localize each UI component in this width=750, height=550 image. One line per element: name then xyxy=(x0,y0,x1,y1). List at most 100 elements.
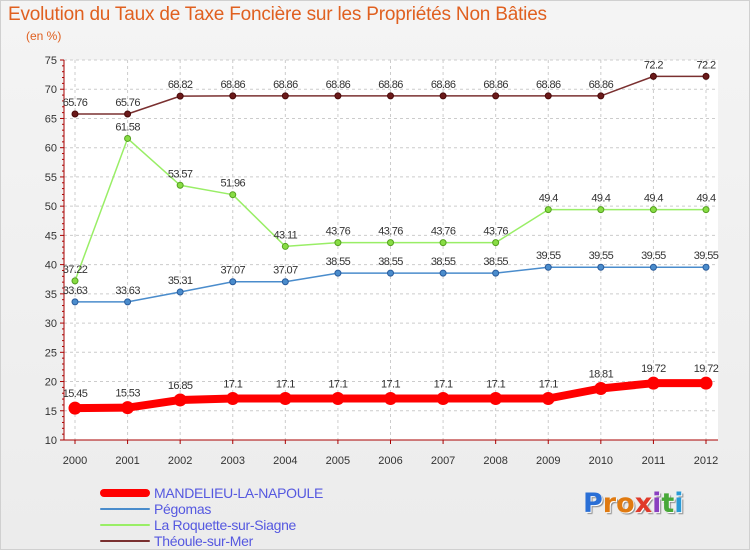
data-point xyxy=(492,92,500,100)
data-point xyxy=(229,278,237,286)
legend-swatch xyxy=(100,508,150,510)
data-point xyxy=(176,181,184,189)
chart-title: Evolution du Taux de Taxe Foncière sur l… xyxy=(8,4,547,25)
data-point xyxy=(489,391,503,405)
data-label: 38.55 xyxy=(378,256,403,268)
x-tick-label: 2008 xyxy=(483,455,507,467)
data-point xyxy=(597,263,605,271)
data-point xyxy=(68,401,82,415)
x-tick-label: 2006 xyxy=(378,455,402,467)
data-label: 43.11 xyxy=(273,229,297,241)
x-tick-label: 2001 xyxy=(115,455,139,467)
data-point xyxy=(176,92,184,100)
y-tick-label: 50 xyxy=(45,201,57,213)
y-tick-label: 60 xyxy=(45,143,57,155)
data-label: 51.96 xyxy=(220,178,245,190)
data-label: 68.86 xyxy=(273,79,298,91)
data-label: 68.82 xyxy=(168,79,193,91)
data-label: 68.86 xyxy=(220,79,245,91)
data-label: 49.4 xyxy=(644,193,663,205)
y-tick-label: 25 xyxy=(45,347,57,359)
data-label: 61.58 xyxy=(115,121,140,133)
data-point xyxy=(544,263,552,271)
data-point xyxy=(281,92,289,100)
data-point xyxy=(331,391,345,405)
y-tick-label: 45 xyxy=(45,230,57,242)
data-label: 49.4 xyxy=(591,193,610,205)
logo-letter: t xyxy=(661,488,675,519)
logo-letter: o xyxy=(616,488,635,519)
x-tick-label: 2002 xyxy=(168,455,192,467)
data-label: 37.22 xyxy=(63,264,88,276)
x-tick-label: 2005 xyxy=(326,455,350,467)
legend-swatch xyxy=(100,489,150,497)
data-label: 33.63 xyxy=(115,285,140,297)
legend-label: Théoule-sur-Mer xyxy=(154,533,253,549)
legend-item: La Roquette-sur-Siagne xyxy=(100,517,400,533)
logo-letter: i xyxy=(674,488,684,519)
data-label: 17.1 xyxy=(434,378,453,390)
data-point xyxy=(334,92,342,100)
data-point xyxy=(71,277,79,285)
y-tick-label: 55 xyxy=(45,172,57,184)
data-point xyxy=(702,206,710,214)
data-label: 17.1 xyxy=(223,378,242,390)
data-label: 37.07 xyxy=(273,265,298,277)
logo-letter: x xyxy=(634,488,653,519)
y-tick-label: 15 xyxy=(45,406,57,418)
data-point xyxy=(436,391,450,405)
data-point xyxy=(121,401,135,415)
data-label: 68.86 xyxy=(483,79,508,91)
data-label: 17.1 xyxy=(486,378,505,390)
x-tick-label: 2004 xyxy=(273,455,297,467)
data-label: 38.55 xyxy=(326,256,351,268)
data-point xyxy=(384,391,397,405)
data-point xyxy=(439,269,447,277)
data-label: 39.55 xyxy=(536,250,561,262)
data-label: 17.1 xyxy=(539,378,558,390)
data-label: 68.86 xyxy=(326,79,351,91)
x-tick-label: 2011 xyxy=(642,455,666,467)
data-label: 16.85 xyxy=(168,380,193,392)
data-label: 19.72 xyxy=(694,363,719,375)
data-label: 18.81 xyxy=(589,368,614,380)
data-point xyxy=(124,298,132,306)
y-tick-label: 10 xyxy=(45,435,57,447)
data-label: 38.55 xyxy=(431,256,456,268)
legend-item: Pégomas xyxy=(100,501,400,517)
y-tick-label: 75 xyxy=(45,55,57,67)
legend-swatch xyxy=(100,540,150,542)
data-point xyxy=(281,278,289,286)
legend-label: MANDELIEU-LA-NAPOULE xyxy=(154,485,324,501)
y-tick-label: 30 xyxy=(45,318,57,330)
data-point xyxy=(334,239,342,247)
data-point xyxy=(597,206,605,214)
data-point xyxy=(439,239,447,247)
data-label: 43.76 xyxy=(483,226,508,238)
x-tick-label: 2010 xyxy=(589,455,613,467)
data-label: 65.76 xyxy=(115,97,140,109)
data-point xyxy=(492,239,500,247)
data-label: 35.31 xyxy=(168,275,193,287)
data-label: 17.1 xyxy=(276,378,295,390)
y-tick-label: 40 xyxy=(45,260,57,272)
y-tick-label: 70 xyxy=(45,84,57,96)
proxiti-logo: Proxiti xyxy=(583,488,684,519)
data-label: 68.86 xyxy=(536,79,561,91)
data-point xyxy=(229,92,237,100)
data-point xyxy=(439,92,447,100)
y-tick-label: 35 xyxy=(45,289,57,301)
data-label: 43.76 xyxy=(378,226,403,238)
data-label: 39.55 xyxy=(694,250,719,262)
data-point xyxy=(173,393,187,407)
data-point xyxy=(226,391,240,405)
data-point xyxy=(544,92,552,100)
data-point xyxy=(702,72,710,80)
data-label: 65.76 xyxy=(63,97,88,109)
legend-swatch xyxy=(100,524,150,526)
data-point xyxy=(702,263,710,271)
legend-label: La Roquette-sur-Siagne xyxy=(154,517,297,533)
data-point xyxy=(334,269,342,277)
data-point xyxy=(71,298,79,306)
